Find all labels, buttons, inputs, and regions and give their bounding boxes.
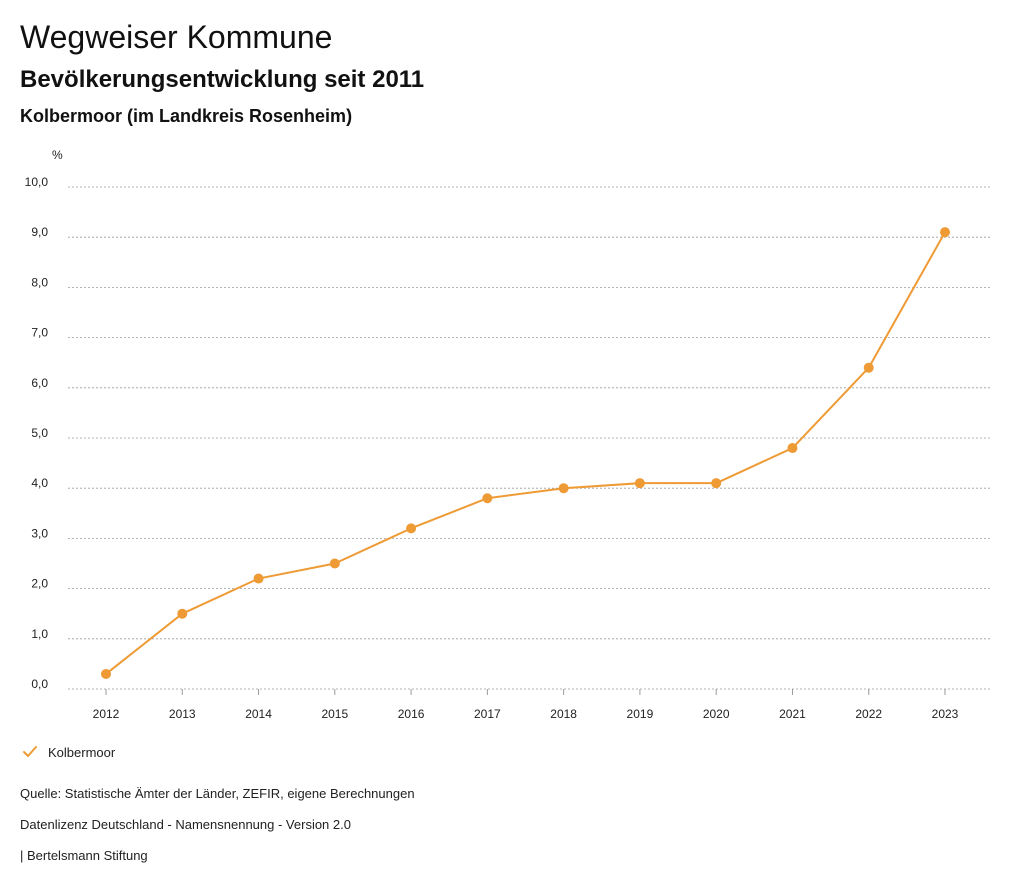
- data-point-2023[interactable]: [940, 227, 950, 238]
- x-tick-label: 2013: [169, 707, 196, 721]
- check-icon: [23, 746, 37, 757]
- x-tick-label: 2016: [398, 707, 425, 721]
- y-tick-label: 5,0: [31, 426, 48, 440]
- data-point-2016[interactable]: [406, 523, 417, 534]
- y-tick-label: 4,0: [31, 476, 48, 490]
- x-tick-label: 2018: [550, 707, 577, 721]
- x-tick-label: 2021: [779, 707, 806, 721]
- region-label: Kolbermoor (im Landkreis Rosenheim): [20, 106, 353, 126]
- data-point-2013[interactable]: [177, 608, 188, 619]
- x-tick-label: 2014: [245, 707, 272, 721]
- y-axis-unit: %: [52, 148, 63, 162]
- y-tick-label: 1,0: [31, 627, 48, 641]
- chart-subtitle: Bevölkerungsentwicklung seit 2011: [20, 66, 425, 93]
- data-point-2014[interactable]: [253, 573, 264, 584]
- data-point-2012[interactable]: [101, 668, 111, 679]
- x-tick-label: 2012: [93, 707, 120, 721]
- license-note: Datenlizenz Deutschland - Namensnennung …: [20, 817, 351, 832]
- data-point-2017[interactable]: [482, 493, 493, 504]
- page-title: Wegweiser Kommune: [20, 19, 333, 55]
- y-tick-label: 8,0: [31, 275, 48, 289]
- axis-layer: 0,0 1,0 2,0 3,0 4,0 5,0 6,0 7,0 8,0 9,0 10,0 2012 20…: [25, 175, 959, 721]
- grid-layer: [68, 186, 990, 690]
- x-tick-label: 2019: [627, 707, 654, 721]
- y-tick-label: 7,0: [31, 326, 48, 340]
- publisher-note: | Bertelsmann Stiftung: [20, 848, 148, 863]
- x-tick-label: 2015: [321, 707, 348, 721]
- source-note: Quelle: Statistische Ämter der Länder, Z…: [20, 786, 415, 801]
- x-tick-label: 2020: [703, 707, 730, 721]
- y-tick-label: 2,0: [31, 577, 48, 591]
- x-tick-label: 2023: [932, 707, 959, 721]
- series-line-kolbermoor: [105, 231, 946, 675]
- series-layer: [101, 227, 950, 679]
- y-tick-label: 3,0: [31, 526, 48, 540]
- legend[interactable]: Kolbermoor: [22, 744, 115, 760]
- data-point-2018[interactable]: [558, 483, 569, 494]
- data-point-2020[interactable]: [711, 478, 722, 489]
- y-tick-label: 10,0: [25, 175, 49, 189]
- y-tick-label: 9,0: [31, 225, 48, 239]
- y-tick-label: 0,0: [31, 677, 48, 691]
- x-tick-label: 2017: [474, 707, 501, 721]
- data-point-2019[interactable]: [634, 478, 645, 489]
- data-point-2022[interactable]: [863, 362, 874, 373]
- legend-label: Kolbermoor: [48, 744, 116, 760]
- x-tick-label: 2022: [855, 707, 882, 721]
- data-point-2015[interactable]: [329, 558, 340, 569]
- data-point-2021[interactable]: [787, 443, 798, 454]
- y-tick-label: 6,0: [31, 376, 48, 390]
